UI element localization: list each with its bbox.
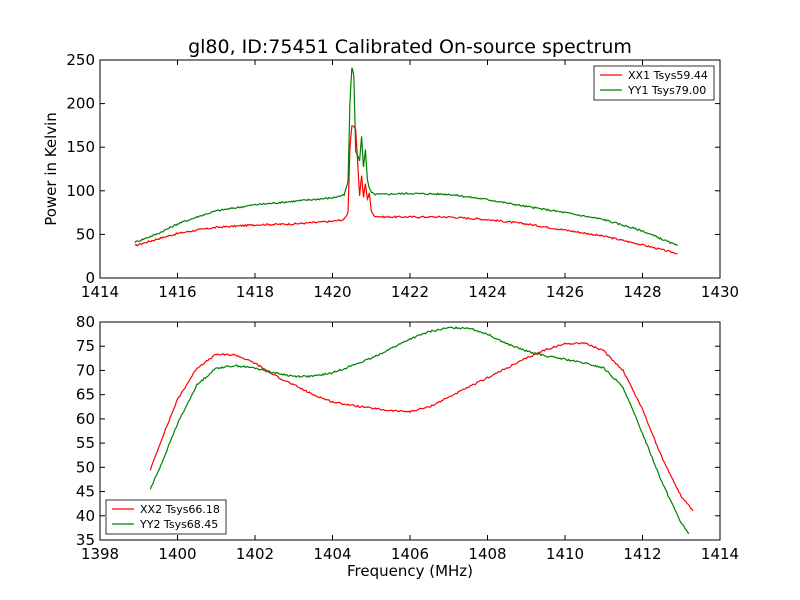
y-tick-label: 0 [85, 269, 95, 287]
chart-panel-2: 1398 1400 1402 1404 1406 1408 1410 1412 1414 35 40… [76, 313, 739, 580]
legend-label: XX1 Tsys59.44 [628, 69, 708, 82]
series-line-2-1 [149, 342, 694, 512]
y-tick-label: 50 [76, 458, 95, 476]
x-tick-label: 1410 [546, 545, 584, 563]
x-tick-label: 1430 [701, 283, 739, 301]
y-axis-label: Power in Kelvin [42, 112, 60, 226]
x-tick-label: 1424 [468, 283, 506, 301]
y-tick-label: 35 [76, 531, 95, 549]
x-tick-label: 1402 [236, 545, 274, 563]
y-tick-label: 50 [76, 225, 95, 243]
x-tick-label: 1428 [623, 283, 661, 301]
y-tick-label: 200 [66, 95, 95, 113]
chart-panel-1: 1414 1416 1418 1420 1422 1424 1426 1428 1430 0 50 1… [42, 51, 739, 301]
y-tick-label: 60 [76, 410, 95, 428]
y-tick-label: 40 [76, 507, 95, 525]
y-tick-label: 45 [76, 483, 95, 501]
legend-label: XX2 Tsys66.18 [140, 503, 220, 516]
y-tick-label: 150 [66, 138, 95, 156]
y-tick-label: 250 [66, 51, 95, 69]
x-tick-label: 1412 [623, 545, 661, 563]
y-tick-label: 65 [76, 386, 95, 404]
x-tick-label: 1426 [546, 283, 584, 301]
legend-box [593, 65, 715, 101]
y-tick-label: 55 [76, 434, 95, 452]
y-tick-label: 100 [66, 182, 95, 200]
legend-box [105, 499, 227, 535]
series-line-1-2 [134, 67, 678, 247]
x-tick-label: 1404 [313, 545, 351, 563]
x-tick-label: 1408 [468, 545, 506, 563]
x-tick-label: 1414 [81, 283, 119, 301]
legend-label: YY2 Tsys68.45 [139, 518, 218, 531]
x-tick-label: 1414 [701, 545, 739, 563]
y-tick-label: 80 [76, 313, 95, 331]
x-tick-label: 1400 [158, 545, 196, 563]
legend: XX1 Tsys59.44 YY1 Tsys79.00 [593, 65, 715, 101]
series-line-1-1 [134, 125, 678, 255]
series-line-2-2 [149, 326, 690, 535]
legend-label: YY1 Tsys79.00 [627, 84, 706, 97]
x-axis-label: Frequency (MHz) [347, 562, 473, 580]
y-tick-label: 70 [76, 361, 95, 379]
legend: XX2 Tsys66.18 YY2 Tsys68.45 [105, 499, 227, 535]
x-tick-label: 1420 [313, 283, 351, 301]
x-tick-label: 1398 [81, 545, 119, 563]
x-tick-label: 1422 [391, 283, 429, 301]
x-tick-label: 1416 [158, 283, 196, 301]
x-tick-label: 1406 [391, 545, 429, 563]
chart-title: gl80, ID:75451 Calibrated On-source spec… [188, 36, 632, 58]
x-tick-label: 1418 [236, 283, 274, 301]
y-tick-label: 75 [76, 337, 95, 355]
